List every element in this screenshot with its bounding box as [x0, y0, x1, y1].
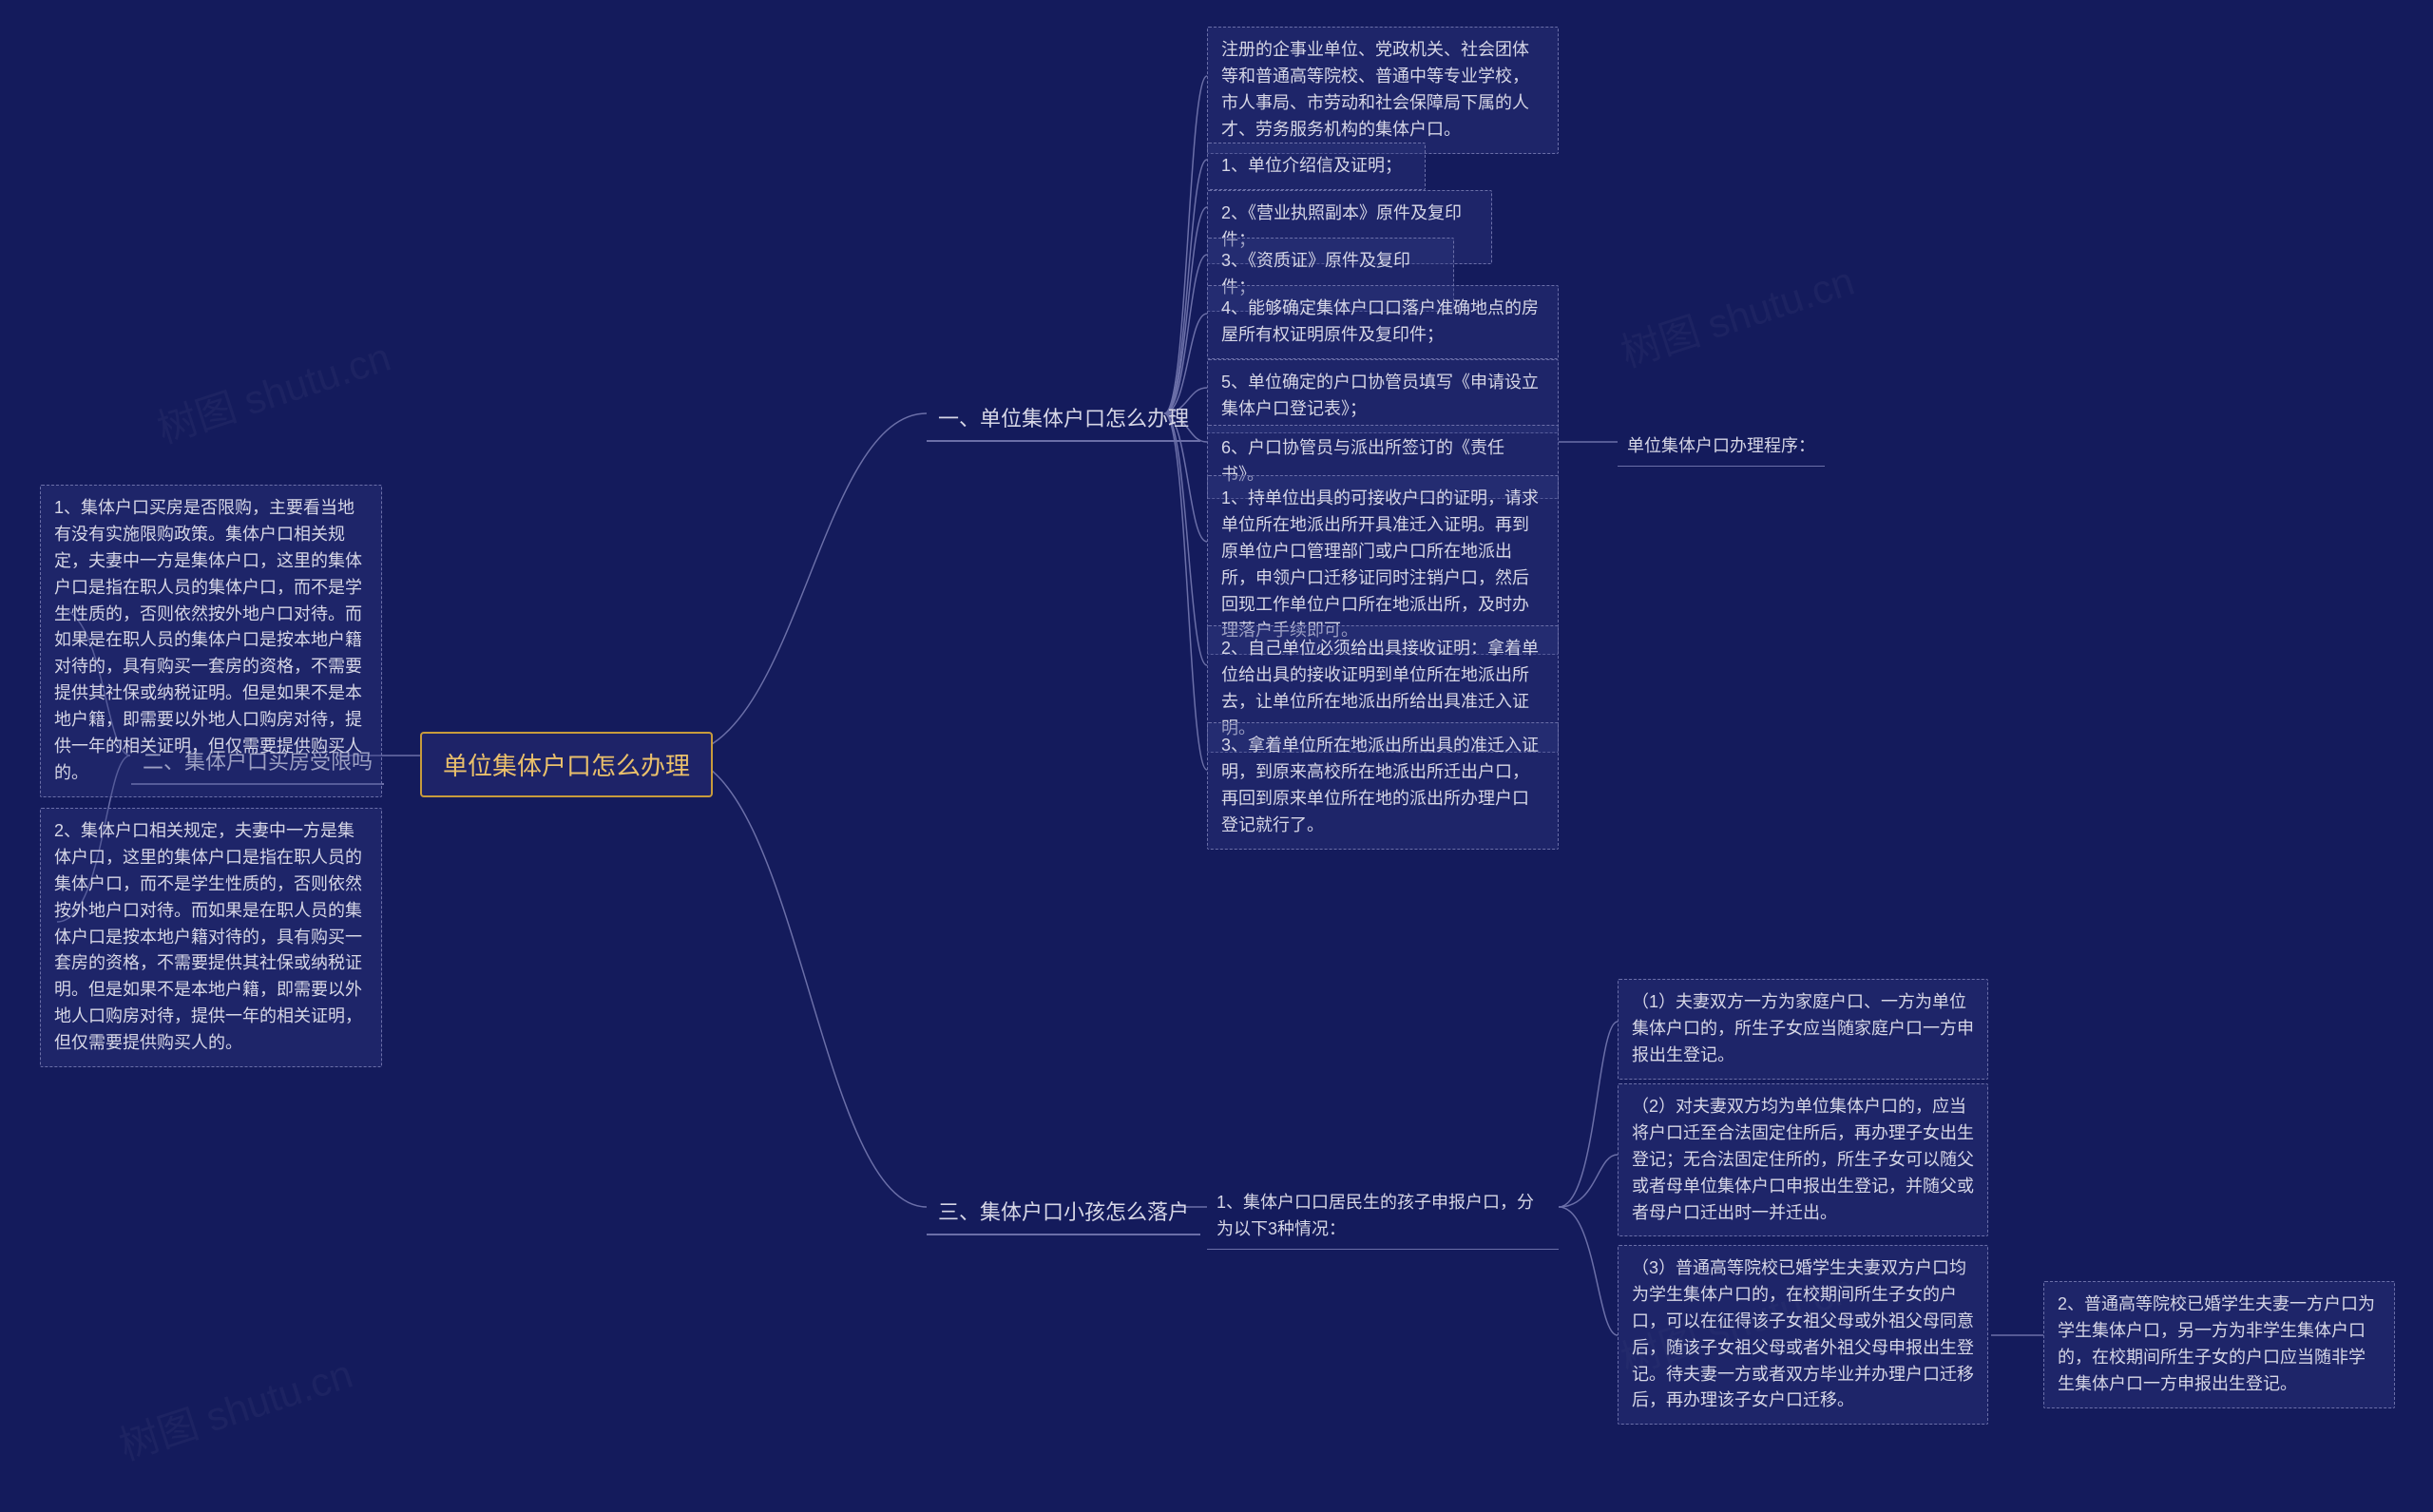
branch3-mid: 1、集体户口口居民生的孩子申报户口，分为以下3种情况：	[1207, 1184, 1559, 1250]
branch2-node-2: 2、集体户口相关规定，夫妻中一方是集体户口，这里的集体户口是指在职人员的集体户口…	[40, 808, 382, 1067]
watermark: 树图 shutu.cn	[1613, 249, 1861, 379]
branch3-child-3: （3）普通高等院校已婚学生夫妻双方户口均为学生集体户口的，在校期间所生子女的户口…	[1618, 1245, 1988, 1425]
branch3-child-1: （1）夫妻双方一方为家庭户口、一方为单位集体户口的，所生子女应当随家庭户口一方申…	[1618, 979, 1988, 1080]
branch1-node-6b: 单位集体户口办理程序：	[1618, 428, 1825, 467]
branch3-child-2: （2）对夫妻双方均为单位集体户口的，应当将户口迁至合法固定住所后，再办理子女出生…	[1618, 1083, 1988, 1236]
branch1-node-1: 1、单位介绍信及证明；	[1207, 143, 1426, 190]
branch1-node-5: 5、单位确定的户口协管员填写《申请设立集体户口登记表》；	[1207, 359, 1559, 433]
branch3-child-4: 2、普通高等院校已婚学生夫妻一方户口为学生集体户口，另一方为非学生集体户口的，在…	[2043, 1281, 2395, 1408]
watermark: 树图 shutu.cn	[149, 325, 397, 455]
branch3-label: 三、集体户口小孩怎么落户	[927, 1188, 1200, 1235]
branch1-label: 一、单位集体户口怎么办理	[927, 394, 1200, 442]
branch1-node-4: 4、能够确定集体户口口落户准确地点的房屋所有权证明原件及复印件；	[1207, 285, 1559, 359]
branch1-node-0: 注册的企事业单位、党政机关、社会团体等和普通高等院校、普通中等专业学校，市人事局…	[1207, 27, 1559, 154]
watermark: 树图 shutu.cn	[111, 1342, 359, 1472]
root-node: 单位集体户口怎么办理	[420, 732, 713, 797]
branch1-node-9: 3、拿着单位所在地派出所出具的准迁入证明，到原来高校所在地派出所迁出户口，再回到…	[1207, 722, 1559, 850]
branch2-node-1: 1、集体户口买房是否限购，主要看当地有没有实施限购政策。集体户口相关规定，夫妻中…	[40, 485, 382, 797]
root-text: 单位集体户口怎么办理	[443, 752, 690, 780]
